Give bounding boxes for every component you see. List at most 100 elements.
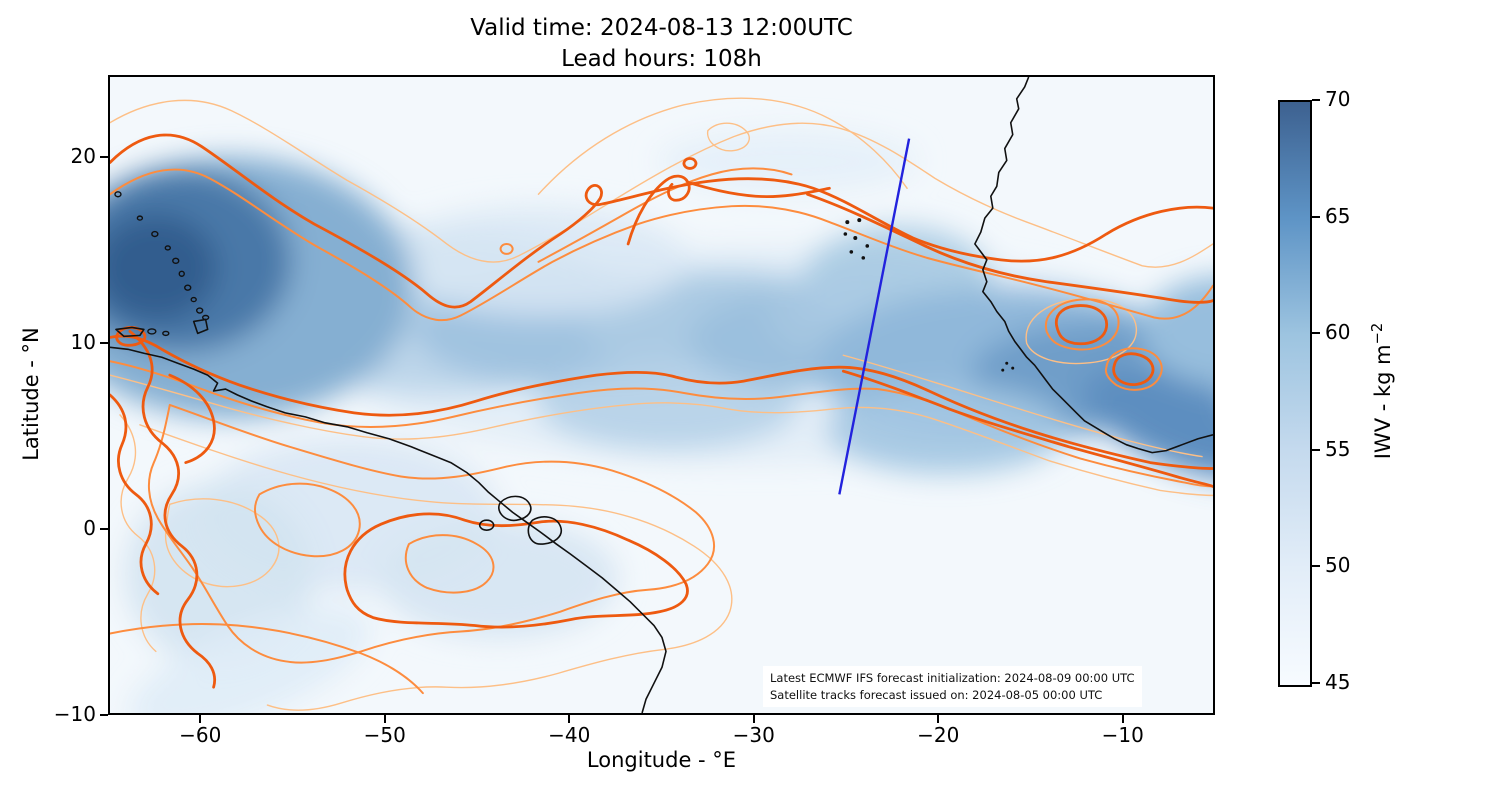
y-tick-label: 20 <box>70 143 96 168</box>
colorbar-tick-label: 65 <box>1325 203 1351 228</box>
coastline <box>192 318 209 335</box>
x-axis-label: Longitude - °E <box>586 748 737 772</box>
island-outline <box>190 296 197 303</box>
x-tick-mark <box>199 715 202 723</box>
coastline <box>478 519 495 531</box>
iwv-contour-light <box>842 354 1203 458</box>
island-outline <box>136 215 144 221</box>
island-dot <box>861 256 866 260</box>
iwv-contour-dark <box>806 192 1213 304</box>
iwv-contour-mid <box>1044 298 1120 351</box>
island-outline <box>162 330 170 337</box>
coastline <box>110 346 667 713</box>
x-tick-label: −30 <box>732 723 775 747</box>
island-outline <box>184 284 192 291</box>
x-tick-mark <box>752 715 755 723</box>
colorbar-tick-mark <box>1312 565 1320 568</box>
island-dot <box>843 232 848 236</box>
island-dot <box>845 220 850 225</box>
y-tick-mark <box>100 155 108 158</box>
title-lead-hours: Lead hours: 108h <box>561 46 762 72</box>
iwv-contour-mid <box>110 168 1213 322</box>
contour-layer <box>110 97 1213 711</box>
iwv-contour-dark <box>682 157 698 170</box>
colorbar-label-exponent: −2 <box>1369 322 1386 345</box>
iwv-contour-dark <box>128 330 216 689</box>
x-tick-label: −50 <box>363 723 406 747</box>
island-outline <box>172 257 180 265</box>
iwv-field-blob <box>1082 369 1213 480</box>
plot-title: Valid time: 2024-08-13 12:00UTC Lead hou… <box>108 13 1215 75</box>
colorbar-tick-mark <box>1312 448 1320 451</box>
iwv-field-blob <box>110 214 218 322</box>
x-tick-label: −20 <box>917 723 960 747</box>
iwv-contour-light <box>707 122 750 152</box>
island-dot <box>1001 368 1005 372</box>
iwv-field-blob <box>658 129 918 194</box>
coastline <box>527 516 563 545</box>
iwv-contour-mid <box>110 360 1213 488</box>
x-tick-label: −10 <box>1101 723 1144 747</box>
island-outline <box>151 230 159 238</box>
colorbar-tick-mark <box>1312 99 1320 101</box>
iwv-contour-dark <box>110 334 1213 470</box>
island-outline <box>178 270 185 277</box>
island-dot <box>1005 361 1009 365</box>
colorbar-tick-label: 50 <box>1325 553 1351 578</box>
satellite-track-line <box>838 138 911 495</box>
iwv-contour-dark <box>343 512 689 629</box>
iwv-contour-mid <box>1104 347 1163 391</box>
iwv-contour-light <box>110 374 1213 497</box>
x-tick-mark <box>568 715 571 723</box>
y-tick-label: 0 <box>83 515 96 540</box>
iwv-contour-light <box>110 99 1213 268</box>
colorbar-label-text: IWV - kg m <box>1371 344 1395 460</box>
colorbar-label: IWV - kg m−2 <box>1369 241 1395 541</box>
y-tick-mark <box>100 341 108 344</box>
x-tick-mark <box>937 715 940 723</box>
coastline <box>974 77 1213 454</box>
iwv-contour-light <box>1025 298 1137 365</box>
annotation-init-line: Latest ECMWF IFS forecast initialization… <box>770 671 1135 685</box>
title-valid-time: Valid time: 2024-08-13 12:00UTC <box>470 15 853 41</box>
iwv-contour-dark <box>1112 352 1155 386</box>
iwv-contour-dark <box>686 180 831 199</box>
iwv-field-blob <box>827 385 1067 475</box>
iwv-field-blob <box>379 519 619 639</box>
x-tick-label: −60 <box>179 723 222 747</box>
iwv-contour-dark <box>841 369 1213 488</box>
iwv-contour-mid <box>253 482 361 558</box>
island-outline <box>195 307 204 314</box>
island-dot <box>853 236 858 240</box>
island-outline <box>201 314 210 321</box>
map-plot-area: Latest ECMWF IFS forecast initialization… <box>108 75 1215 715</box>
island-outline <box>147 328 157 335</box>
colorbar-tick-mark <box>1312 215 1320 218</box>
forecast-annotation: Latest ECMWF IFS forecast initialization… <box>763 666 1142 708</box>
iwv-contour-mid <box>537 167 793 263</box>
y-tick-label: 10 <box>70 329 96 354</box>
colorbar-tick-label: 60 <box>1325 320 1351 345</box>
iwv-contour-dark <box>1054 304 1108 346</box>
y-tick-label: −10 <box>53 702 96 726</box>
colorbar-tick-label: 55 <box>1325 436 1351 461</box>
colorbar <box>1278 100 1312 687</box>
iwv-contour-dark <box>168 373 216 464</box>
iwv-contour-mid <box>147 403 716 664</box>
x-tick-mark <box>383 715 386 723</box>
y-tick-mark <box>100 527 108 530</box>
annotation-issued-line: Satellite tracks forecast issued on: 202… <box>770 687 1103 702</box>
y-tick-mark <box>100 714 108 716</box>
island-dot <box>857 218 862 223</box>
iwv-contour-light <box>537 97 908 195</box>
iwv-contour-dark <box>110 133 1213 309</box>
satellite-track-layer <box>838 138 911 495</box>
island-dot <box>865 244 870 248</box>
colorbar-tick-mark <box>1312 332 1320 335</box>
coastline <box>498 495 532 522</box>
iwv-contour-light <box>119 414 157 653</box>
iwv-field-blob <box>128 607 371 713</box>
iwv-contour-light <box>139 424 733 711</box>
map-svg <box>110 77 1213 713</box>
